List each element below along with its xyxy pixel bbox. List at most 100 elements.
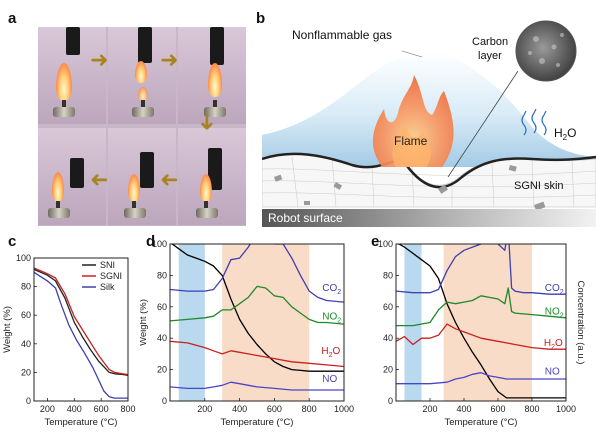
arrow-right-icon: ➜ xyxy=(90,47,109,72)
x-tick-label: 200 xyxy=(422,404,437,414)
y-tick-label: 0 xyxy=(162,396,167,406)
temperature-band-2 xyxy=(443,244,532,401)
candle-flame-icon xyxy=(135,61,147,83)
series-label: NO xyxy=(322,374,337,385)
temperature-band-1 xyxy=(404,244,422,401)
series-label: NO xyxy=(545,366,560,377)
sample-strip xyxy=(208,148,222,190)
series-label: CO2 xyxy=(322,283,341,296)
x-tick-label: 400 xyxy=(232,404,247,414)
x-axis-label: Temperature (°C) xyxy=(45,417,118,428)
x-axis-label: Temperature (°C) xyxy=(221,417,294,428)
candle-flame-icon xyxy=(56,63,72,101)
sample-strip xyxy=(140,152,154,188)
nonflammable-gas-label: Nonflammable gas xyxy=(292,28,392,42)
x-tick-label: 1000 xyxy=(556,404,576,414)
sample-strip xyxy=(66,27,80,55)
photo-frame-6 xyxy=(38,128,106,225)
candle-flame-icon xyxy=(52,172,64,202)
carbon-layer-sem-image xyxy=(515,20,577,82)
legend-label: SNI xyxy=(100,260,115,270)
burner-icon xyxy=(48,208,70,218)
x-tick-label: 600 xyxy=(490,404,505,414)
y-tick-label: 40 xyxy=(383,333,393,343)
candle-flame-icon xyxy=(128,174,140,202)
burner-icon xyxy=(204,107,226,117)
x-tick-label: 600 xyxy=(267,404,282,414)
x-tick-label: 400 xyxy=(67,404,82,414)
y-tick-label: 60 xyxy=(21,310,31,320)
series-line-no xyxy=(396,372,566,385)
series-line-sni xyxy=(34,268,128,376)
series-line-no2 xyxy=(396,287,566,327)
h2o-label: H2O xyxy=(554,126,576,142)
arrow-left-icon: ➜ xyxy=(160,168,179,193)
legend-label: SGNI xyxy=(100,271,122,281)
y-tick-label: 20 xyxy=(383,365,393,375)
y-tick-label: 80 xyxy=(383,270,393,280)
series-label: CO2 xyxy=(545,283,564,296)
graphene-particles xyxy=(274,165,546,211)
tga-ms-chart-d: 200 400 600 800 1000 0 20 40 60 80 100 Temperature … xyxy=(140,239,354,428)
flame-label: Flame xyxy=(394,134,428,148)
candle-flame-icon xyxy=(200,174,212,202)
tga-ms-chart-e: 200 400 600 800 1000 0 20 40 60 80 100 Temperature … xyxy=(378,239,586,428)
photo-frame-3 xyxy=(178,27,246,124)
series-line-silk xyxy=(34,271,128,399)
panel-label-c: c xyxy=(8,233,17,250)
y-tick-label: 20 xyxy=(21,367,31,377)
series-line-no2 xyxy=(170,285,344,325)
y-tick-label: 60 xyxy=(157,302,167,312)
y-axis-label: Concentration (a.u.) xyxy=(575,281,586,365)
x-tick-label: 200 xyxy=(197,404,212,414)
robot-surface-label: Robot surface xyxy=(268,211,343,225)
x-tick-label: 200 xyxy=(40,404,55,414)
series-line-weight xyxy=(171,244,344,372)
y-tick-label: 100 xyxy=(152,239,167,249)
x-tick-label: 800 xyxy=(120,404,135,414)
burner-icon xyxy=(196,208,218,218)
x-tick-label: 1000 xyxy=(334,404,354,414)
plot-frame xyxy=(33,257,129,402)
photo-frame-2 xyxy=(108,27,176,124)
sgni-skin-label: SGNI skin xyxy=(514,180,564,192)
panel-label-a: a xyxy=(8,10,17,27)
photo-frame-1 xyxy=(38,27,106,124)
burner-icon xyxy=(53,107,75,117)
series-line-co2 xyxy=(396,244,566,295)
y-tick-label: 40 xyxy=(157,333,167,343)
series-line-no xyxy=(170,381,344,391)
arrow-down-icon: ➜ xyxy=(195,112,221,132)
series-line-h2o xyxy=(170,340,344,368)
photo-frame-4 xyxy=(178,128,246,225)
mesh-lines xyxy=(262,156,596,208)
series-label: H2O xyxy=(544,338,563,351)
nonflammable-gas-dome xyxy=(262,51,596,167)
temperature-band-2 xyxy=(222,244,310,401)
plot-frame xyxy=(395,243,567,402)
x-tick-label: 400 xyxy=(456,404,471,414)
arrow-left-icon: ➜ xyxy=(90,168,109,193)
panel-label-b: b xyxy=(256,10,266,27)
series-label: H2O xyxy=(321,346,340,359)
y-tick-label: 60 xyxy=(383,302,393,312)
carbon-layer-pointer xyxy=(447,70,519,178)
y-tick-label: 0 xyxy=(388,396,393,406)
y-tick-label: 0 xyxy=(26,396,31,406)
carbon-layer-label-1: Carbon xyxy=(472,36,508,48)
y-tick-label: 80 xyxy=(157,270,167,280)
plot-frame xyxy=(169,243,345,402)
flame-icon xyxy=(372,75,454,167)
series-line-weight xyxy=(397,244,566,399)
series-line-sgni xyxy=(34,267,128,376)
y-tick-label: 20 xyxy=(157,365,167,375)
photo-frame-5 xyxy=(108,128,176,225)
carbon-layer-label-2: layer xyxy=(478,50,502,62)
x-tick-label: 600 xyxy=(94,404,109,414)
series-label: NO2 xyxy=(545,307,564,320)
candle-flame-icon xyxy=(208,63,222,97)
y-tick-label: 80 xyxy=(21,282,31,292)
y-tick-label: 100 xyxy=(16,253,31,263)
temperature-band-1 xyxy=(178,244,205,401)
robot-surface xyxy=(262,209,596,227)
